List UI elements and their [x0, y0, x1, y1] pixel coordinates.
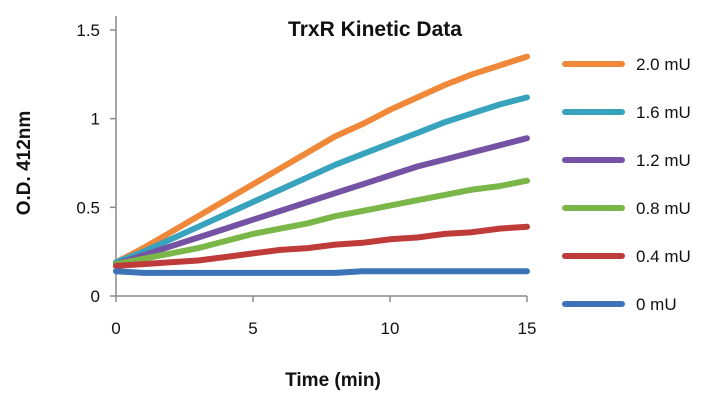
- x-axis-label: Time (min): [285, 370, 381, 391]
- series-line: [113, 268, 530, 276]
- legend-label: 0 mU: [636, 295, 677, 314]
- legend-label: 1.6 mU: [636, 103, 691, 122]
- legend: 2.0 mU 1.6 mU 1.2 mU 0.8 mU 0.4 mU 0 mU: [562, 55, 691, 314]
- legend-label: 0.8 mU: [636, 199, 691, 218]
- series-line: [113, 135, 530, 268]
- x-tick-label: 10: [381, 319, 400, 338]
- x-tick-label: 15: [518, 319, 537, 338]
- y-tick-label: 0: [91, 287, 100, 306]
- legend-label: 2.0 mU: [636, 55, 691, 74]
- y-tick-label: 0.5: [76, 198, 100, 217]
- ticks: 0 5 10 15 0 0.5 1 1.5: [76, 21, 536, 338]
- x-tick-label: 5: [248, 319, 257, 338]
- y-tick-label: 1.5: [76, 21, 100, 40]
- legend-label: 1.2 mU: [636, 151, 691, 170]
- chart-title: TrxR Kinetic Data: [288, 18, 462, 41]
- x-tick-label: 0: [111, 319, 120, 338]
- series-lines: [113, 53, 530, 276]
- series-line: [113, 223, 530, 269]
- y-tick-label: 1: [91, 110, 100, 129]
- series-line: [113, 177, 530, 268]
- y-axis-label: O.D. 412nm: [14, 111, 35, 216]
- legend-label: 0.4 mU: [636, 247, 691, 266]
- series-line: [113, 53, 530, 266]
- series-line: [113, 94, 530, 266]
